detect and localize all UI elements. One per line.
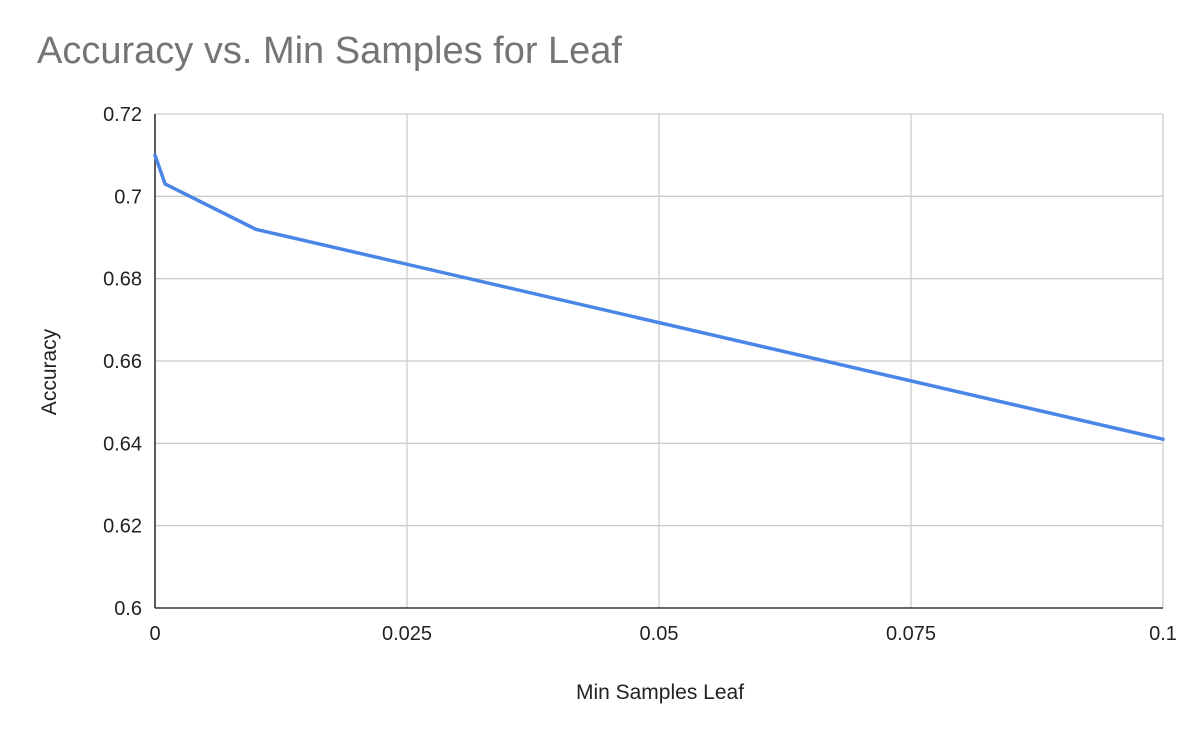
x-tick-label: 0.025: [382, 623, 432, 645]
y-tick-label: 0.64: [103, 433, 142, 455]
y-tick-label: 0.62: [103, 516, 142, 538]
x-tick-label: 0: [149, 623, 160, 645]
data-point: [254, 227, 258, 231]
y-axis-title: Accuracy: [38, 328, 61, 415]
gridlines: [155, 113, 1164, 608]
y-tick-labels: 0.6 0.62 0.64 0.66 0.68 0.7 0.72: [103, 104, 142, 620]
y-tick-label: 0.7: [114, 186, 142, 208]
x-axis-title: Min Samples Leaf: [576, 681, 744, 704]
x-tick-label: 0.05: [640, 623, 679, 645]
series-line: [153, 153, 1165, 441]
y-tick-label: 0.66: [103, 351, 142, 373]
data-point: [1161, 437, 1165, 441]
y-tick-label: 0.68: [103, 269, 142, 291]
y-tick-label: 0.72: [103, 104, 142, 126]
x-tick-labels: 0 0.025 0.05 0.075 0.1: [149, 623, 1176, 645]
chart-title: Accuracy vs. Min Samples for Leaf: [37, 30, 622, 72]
x-tick-label: 0.1: [1149, 623, 1177, 645]
axes: [154, 114, 1163, 609]
y-tick-label: 0.6: [114, 598, 142, 620]
data-point: [153, 153, 157, 157]
series-layer: [153, 153, 1165, 441]
x-tick-label: 0.075: [886, 623, 936, 645]
data-point: [163, 182, 167, 186]
